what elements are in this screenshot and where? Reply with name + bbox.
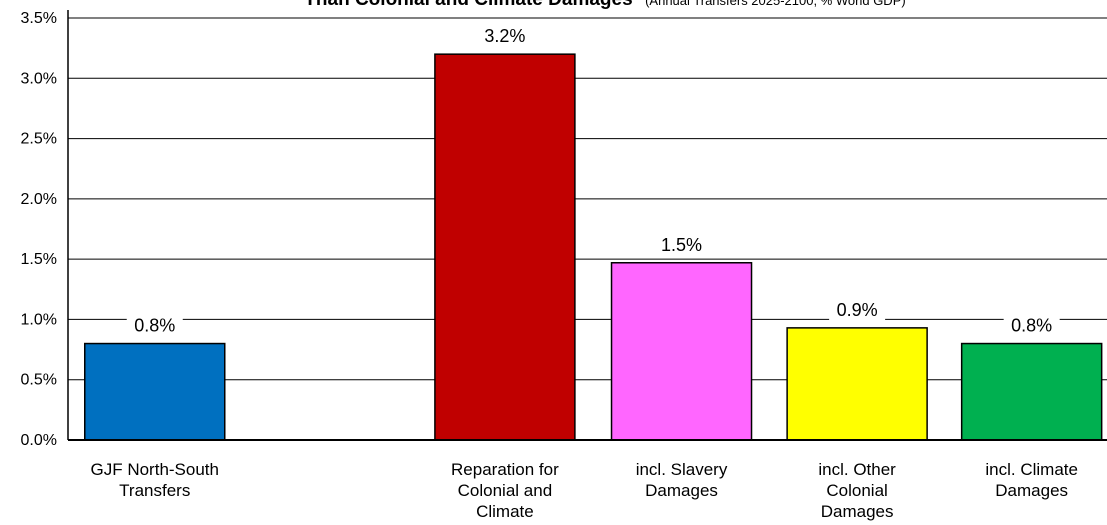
data-label-bg — [476, 22, 533, 49]
y-tick-label: 0.5% — [21, 372, 57, 389]
category-label-line: incl. Slavery — [636, 460, 728, 479]
category-label: incl. Slavery Damages — [636, 460, 728, 500]
chart-title-main: Than Colonial and Climate Damages — [304, 0, 632, 10]
category-label-line: Transfers — [119, 481, 190, 500]
y-tick-label: 3.0% — [21, 70, 57, 87]
data-label-bg — [1003, 311, 1060, 338]
category-label-line: Colonial and — [458, 481, 553, 500]
axes — [67, 10, 1107, 441]
data-label: 0.8% — [134, 316, 175, 336]
category-label: Reparation for Colonial and Climate — [451, 460, 559, 521]
data-label: 0.8% — [1011, 316, 1052, 336]
bar — [610, 262, 753, 441]
category-label-line: Damages — [645, 481, 718, 500]
chart-title: Than Colonial and Climate Damages (Annua… — [304, 0, 905, 10]
y-tick-label: 2.0% — [21, 191, 57, 208]
category-label-line: Reparation for — [451, 460, 559, 479]
data-label: 0.9% — [837, 300, 878, 320]
category-label-line: Damages — [821, 502, 894, 521]
y-tick-label: 0.0% — [21, 432, 57, 449]
labels: 0.0% 0.5% 1.0% 1.5% 2.0% 2.5% 3.0% 3.5% 0.8% GJF … — [21, 10, 1078, 521]
y-tick-label: 1.0% — [21, 311, 57, 328]
category-label-line: GJF North-South — [91, 460, 220, 479]
category-label-line: incl. Other — [818, 460, 896, 479]
data-label-bg — [126, 311, 183, 338]
category-label-line: Climate — [476, 502, 534, 521]
category-label-line: Colonial — [826, 481, 887, 500]
y-tick-label: 3.5% — [21, 10, 57, 27]
gridlines — [68, 17, 1107, 381]
bar — [434, 53, 576, 441]
bars — [84, 53, 1103, 441]
category-label-line: Damages — [995, 481, 1068, 500]
category-label: incl. Other Colonial Damages — [818, 460, 896, 521]
data-label: 1.5% — [661, 235, 702, 255]
category-label: incl. Climate Damages — [985, 460, 1078, 500]
data-label-bg — [829, 295, 886, 322]
chart-subtitle: (Annual Transfers 2025-2100, % World GDP… — [645, 0, 906, 8]
bar — [960, 342, 1103, 441]
data-label-bg — [653, 230, 710, 257]
y-tick-label: 2.5% — [21, 131, 57, 148]
bar — [84, 342, 226, 441]
y-tick-label: 1.5% — [21, 251, 57, 268]
category-label: GJF North-South Transfers — [91, 460, 220, 500]
data-label: 3.2% — [484, 26, 525, 46]
bar — [786, 327, 928, 441]
category-label-line: incl. Climate — [985, 460, 1078, 479]
